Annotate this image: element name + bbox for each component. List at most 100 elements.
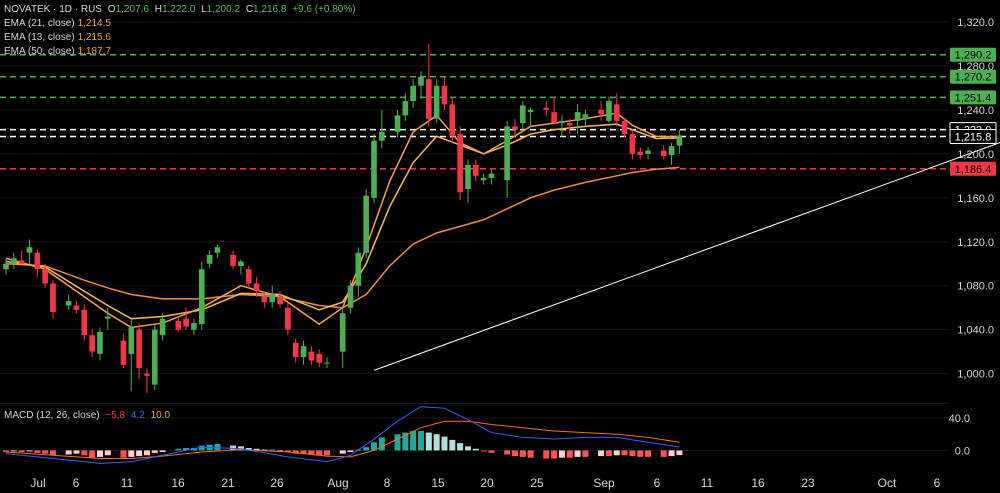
ema13-value: 1,215.6 xyxy=(77,32,111,43)
candle-body xyxy=(527,109,534,113)
ema50-legend[interactable]: EMA (50, close) 1,187.7 xyxy=(4,46,114,58)
candle-body xyxy=(316,353,322,363)
candle-body xyxy=(512,126,518,130)
time-tick-label: 6 xyxy=(934,476,941,490)
macd-tick-label: 40.0 xyxy=(949,413,970,425)
level-label-box xyxy=(949,128,997,144)
macd-histogram-bar xyxy=(292,450,299,454)
ema13-label: EMA (13, close) xyxy=(4,32,75,43)
candle-body xyxy=(426,79,432,119)
macd-histogram-bar xyxy=(394,434,401,451)
macd-histogram-bar xyxy=(198,445,205,451)
macd-histogram-bar xyxy=(582,450,589,457)
price-tick-label: 1,120.0 xyxy=(957,237,994,249)
time-tick-label: 11 xyxy=(701,476,714,490)
candle-body xyxy=(473,164,479,176)
ema13-legend[interactable]: EMA (13, close) 1,215.6 xyxy=(4,32,114,44)
candle-body xyxy=(433,85,440,119)
time-axis[interactable]: Jul 6 11 16 21 26 Aug 8 15 20 25 Sep 6 11 16 23 Oct 6 xyxy=(30,476,940,490)
macd-histogram-bar xyxy=(629,450,636,457)
candle-body xyxy=(3,263,9,270)
ema21-legend[interactable]: EMA (21, close) 1,214.5 xyxy=(4,18,114,30)
macd-histogram-bar xyxy=(551,450,558,459)
time-tick-label: 16 xyxy=(751,476,765,490)
candle-body xyxy=(269,294,276,303)
time-tick-label: 8 xyxy=(384,476,391,490)
price-tick-label: 1,080.0 xyxy=(957,281,994,293)
macd-histogram-bar xyxy=(316,450,323,456)
macd-histogram-bar xyxy=(637,450,644,457)
price-axis[interactable]: 1,000.0 1,040.0 1,080.0 1,120.0 1,160.0 1,200… xyxy=(949,17,994,457)
candle-body xyxy=(324,362,330,364)
trendline[interactable] xyxy=(373,77,1000,371)
candle-body xyxy=(18,260,25,264)
candle-body xyxy=(410,85,416,102)
candle-body xyxy=(394,115,401,132)
macd-line xyxy=(5,406,680,464)
time-tick-label: 26 xyxy=(270,476,284,490)
candle-body xyxy=(645,150,651,154)
candle-body xyxy=(230,254,236,266)
candle-body xyxy=(65,301,72,306)
change-value: +9.6 (+0.80%) xyxy=(292,4,356,15)
candle-body xyxy=(285,307,291,330)
ema21-value: 1,214.5 xyxy=(77,18,111,29)
macd-histogram-bar xyxy=(480,450,487,452)
candle-body xyxy=(519,105,526,124)
time-tick-label: 25 xyxy=(530,476,544,490)
high-label: H xyxy=(154,4,162,15)
candle-body xyxy=(261,296,268,303)
ema50-line xyxy=(5,166,680,309)
candle-body xyxy=(214,247,221,253)
macd-histogram-bar xyxy=(3,450,9,453)
candle-body xyxy=(34,252,41,270)
ema50-value: 1,187.7 xyxy=(77,46,111,57)
macd-histogram-bar xyxy=(269,449,276,451)
level-label-box xyxy=(950,47,996,62)
candle-body xyxy=(488,173,495,179)
candle-body xyxy=(292,342,299,358)
main-gridlines xyxy=(0,21,948,375)
macd-histogram-bar xyxy=(558,450,565,458)
macd-histogram-bar xyxy=(511,450,518,457)
macd-histogram-bar xyxy=(527,450,534,458)
high-value: 1,222.0 xyxy=(161,4,196,15)
candle-body xyxy=(582,114,589,119)
candle-body xyxy=(277,296,283,305)
macd-histogram-bar xyxy=(65,450,72,455)
macd-histogram-bar xyxy=(519,450,526,457)
trendline-segment xyxy=(373,142,1000,371)
macd-histogram-bar xyxy=(339,450,346,454)
macd-histogram-bar xyxy=(10,450,17,452)
open-value: 1,207.6 xyxy=(115,4,149,15)
macd-histogram-bar xyxy=(26,450,33,452)
close-label: C xyxy=(245,4,254,15)
price-tick-label: 1,240.0 xyxy=(957,105,994,117)
time-tick-label: Sep xyxy=(593,476,615,490)
macd-histogram-bar xyxy=(284,450,291,453)
macd-histogram-bar xyxy=(378,437,385,451)
candle-body xyxy=(418,76,424,86)
macd-label: MACD (12, 26, close) xyxy=(4,410,100,421)
macd-histogram-bar xyxy=(245,447,252,451)
macd-histogram-bar xyxy=(261,449,268,451)
macd-histogram-bar xyxy=(81,450,88,456)
candle-body xyxy=(566,123,573,126)
ema13-line xyxy=(5,112,680,329)
macd-histogram-bar xyxy=(410,430,417,451)
candle-body xyxy=(50,283,56,313)
macd-histogram-bar xyxy=(104,450,111,456)
pane-separator[interactable] xyxy=(0,403,948,404)
candle-body xyxy=(637,151,644,155)
macd-legend[interactable]: MACD (12, 26, close) −5.8 4.2 10.0 xyxy=(4,410,173,422)
macd-histogram-bar xyxy=(300,450,307,454)
macd-histogram-bar xyxy=(441,436,448,451)
candle-body xyxy=(144,373,150,376)
candle-body xyxy=(245,269,252,284)
macd-line-value: 4.2 xyxy=(130,410,145,421)
macd-histogram-bar xyxy=(566,450,573,458)
macd-histogram-bar xyxy=(676,450,683,456)
candle-body xyxy=(191,323,197,330)
macd-histogram-bar xyxy=(464,446,471,451)
